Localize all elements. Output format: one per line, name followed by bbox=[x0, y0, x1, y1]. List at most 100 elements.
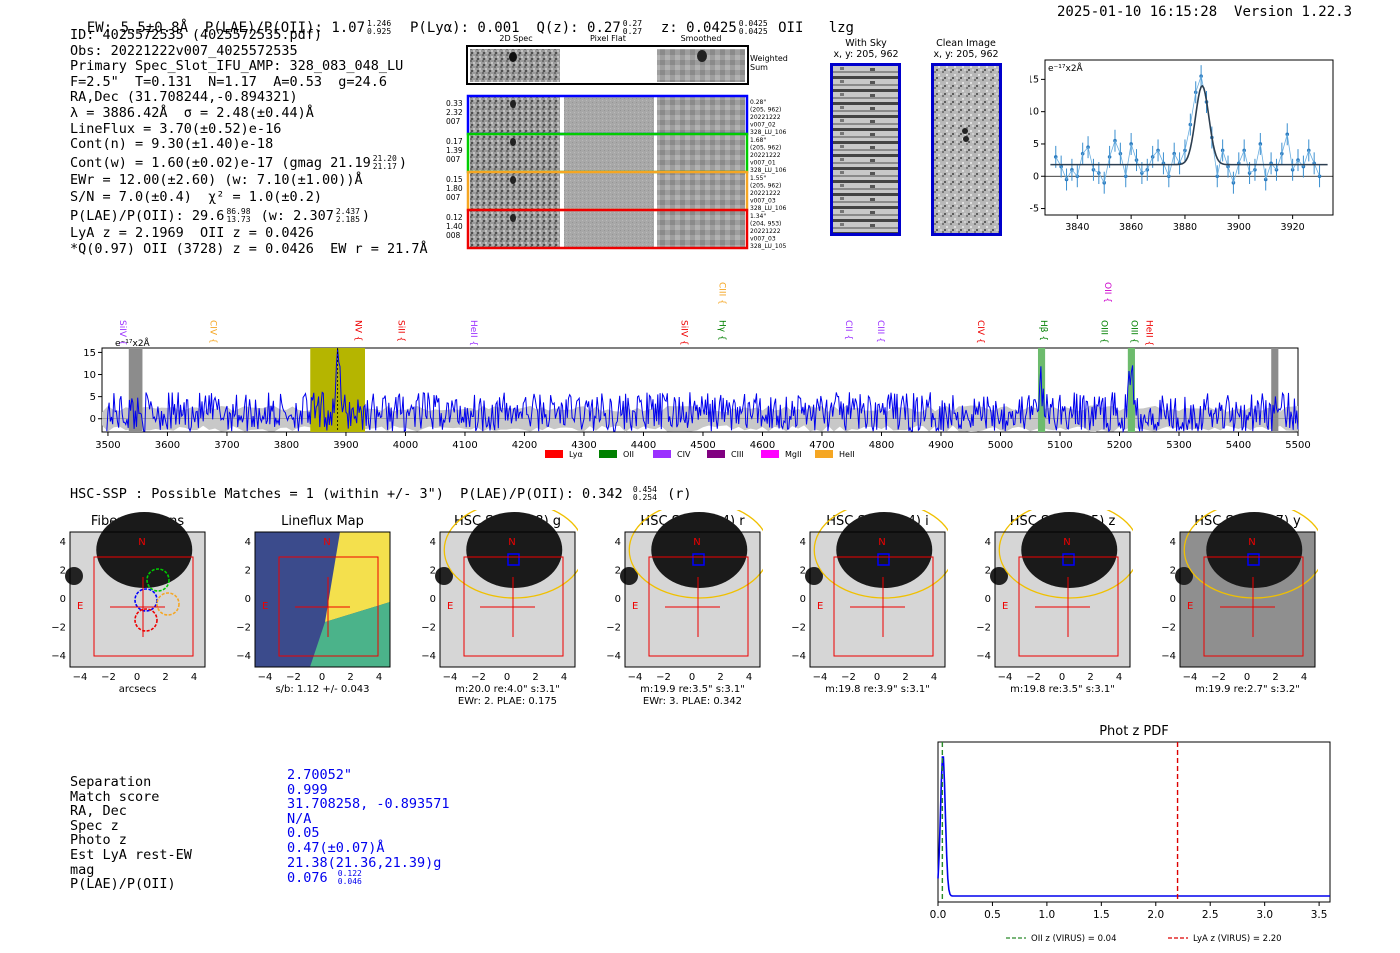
full-line-marker bbox=[1127, 348, 1135, 432]
spec-row-right-label: 328_LU_106 bbox=[750, 167, 787, 174]
cutout-x-tick-label: −2 bbox=[471, 672, 486, 683]
zoom-units: e⁻¹⁷x2Å bbox=[1048, 62, 1084, 74]
match-marker bbox=[1247, 553, 1260, 566]
header-z-line: OII bbox=[778, 20, 804, 36]
sky-coords: x, y: 205, 962 bbox=[833, 49, 899, 60]
table-label: RA, Dec bbox=[70, 803, 127, 820]
spec-row-left-label: 1.39 bbox=[446, 146, 463, 155]
cutout-frame bbox=[624, 531, 761, 668]
full-x-tick-label: 4600 bbox=[750, 440, 775, 451]
cutout-galaxy bbox=[466, 512, 563, 588]
lineflux-mid bbox=[310, 602, 390, 667]
cutout-x-tick-label: 2 bbox=[717, 672, 723, 683]
compass-north: N bbox=[693, 537, 700, 548]
cutout-x-tick-label: 0 bbox=[1059, 672, 1065, 683]
legend-label: MgII bbox=[785, 450, 802, 459]
full-x-tick-label: 4900 bbox=[928, 440, 953, 451]
table-value: 21.38(21.36,21.39)g bbox=[287, 854, 442, 871]
spec-row-left-label: 0.12 bbox=[446, 213, 463, 222]
cutout-y-tick-label: 0 bbox=[800, 594, 806, 605]
cutout-y-tick-label: 4 bbox=[1170, 537, 1176, 548]
info-ewr: EWr = 12.00(±2.60) (w: 7.10(±1.00))Å bbox=[70, 171, 363, 188]
emission-line-label: OIII { bbox=[1099, 320, 1109, 344]
header-plya: P(Lyα): 0.001 bbox=[410, 20, 520, 36]
spec-row-feature bbox=[510, 100, 516, 108]
cutout-title: Lineflux Map bbox=[281, 514, 364, 529]
spec-row-left-label: 1.80 bbox=[446, 184, 463, 193]
full-mask-band bbox=[1271, 348, 1279, 432]
cutout-galaxy bbox=[1206, 512, 1303, 588]
cutout-neighbor bbox=[65, 567, 83, 585]
emission-line-label: CIV { bbox=[207, 320, 217, 344]
legend-label: CIII bbox=[731, 450, 744, 459]
cutout-y-tick-label: 0 bbox=[60, 594, 66, 605]
cutout-frame bbox=[254, 531, 391, 668]
cutout-x-tick-label: 2 bbox=[1087, 672, 1093, 683]
zoom-x-tick-label: 3900 bbox=[1227, 222, 1251, 233]
emission-line-label: Hβ { bbox=[1038, 320, 1048, 341]
clean-feature bbox=[963, 136, 969, 142]
cutout-caption: arcsecs bbox=[119, 684, 157, 695]
legend-swatch bbox=[761, 450, 779, 458]
spec-row-left-label: 008 bbox=[446, 231, 461, 240]
info-fwhm: F=2.5" T=0.131 N=1.17 A=0.53 g=24.6 bbox=[70, 73, 387, 90]
full-x-tick-label: 5100 bbox=[1047, 440, 1072, 451]
emission-line-label: HeII { bbox=[1143, 320, 1153, 346]
table-value: 0.076 0.122 0.046 bbox=[287, 869, 362, 887]
cutout-x-tick-label: 4 bbox=[1116, 672, 1122, 683]
hsc-title: HSC-SSP : Possible Matches = 1 (within +… bbox=[70, 485, 692, 503]
legend-swatch bbox=[653, 450, 671, 458]
cutout-frame bbox=[439, 531, 576, 668]
cutout-y-tick-label: 0 bbox=[615, 594, 621, 605]
compass-east: E bbox=[77, 601, 83, 612]
cutout-y-tick-label: 4 bbox=[245, 537, 251, 548]
zoom-x-tick-label: 3880 bbox=[1173, 222, 1197, 233]
header-qz-label: Q(z): bbox=[536, 20, 579, 36]
emission-line-label: SiII { bbox=[395, 320, 405, 342]
spec-row-left-label: 2.32 bbox=[446, 108, 463, 117]
pdf-x-tick-label: 3.5 bbox=[1311, 909, 1328, 921]
pdf-x-tick-label: 1.5 bbox=[1093, 909, 1110, 921]
emission-line-label: Hγ { bbox=[717, 320, 727, 341]
compass-east: E bbox=[632, 601, 638, 612]
cutout-y-tick-label: −2 bbox=[1161, 623, 1176, 634]
full-x-tick-label: 4800 bbox=[869, 440, 894, 451]
spec-row-right-label: 328_LU_106 bbox=[750, 205, 787, 212]
full-spectrum: SiIV {CIV {NV {SiII {HeII {SiIV {CIII {H… bbox=[83, 282, 1310, 459]
cutout-caption: m:19.8 re:3.5" s:3.1" bbox=[1010, 684, 1115, 695]
compass-east: E bbox=[1002, 601, 1008, 612]
header-qz-value: 0.27 bbox=[587, 20, 621, 36]
sky-header: With Sky x, y: 205, 962 bbox=[831, 38, 901, 60]
info-radec: RA,Dec (31.708244,-0.894321) bbox=[70, 89, 298, 106]
emission-line-label: CIV { bbox=[975, 320, 985, 344]
aperture-ellipse bbox=[1183, 510, 1318, 599]
spec-row-right-label: v007_03 bbox=[750, 236, 776, 243]
cutout-y-tick-label: −2 bbox=[606, 623, 621, 634]
cutout-x-tick-label: −4 bbox=[628, 672, 643, 683]
spec-row-feature bbox=[510, 138, 516, 146]
cutout-y-tick-label: −2 bbox=[791, 623, 806, 634]
spec-row-smoothed bbox=[657, 97, 745, 133]
cutout-x-tick-label: 4 bbox=[191, 672, 197, 683]
cutout-y-tick-label: −4 bbox=[606, 651, 621, 662]
pdf-x-tick-label: 2.5 bbox=[1202, 909, 1219, 921]
zoom-data-line bbox=[1055, 74, 1320, 185]
col-title-2dspec: 2D Spec bbox=[499, 34, 532, 43]
info-id: ID: 4025572535 (4025572535.pdf) bbox=[70, 27, 322, 43]
spec-row-right-label: 1.55" bbox=[750, 175, 766, 182]
zoom-plot: 3840 3860 3880 3900 3920 -5 0 5 10 15 bbox=[1030, 59, 1334, 233]
full-y-tick-label: 10 bbox=[83, 370, 96, 381]
spec-row-left-label: 007 bbox=[446, 193, 461, 202]
spec-row-right-label: 20221222 bbox=[750, 114, 781, 121]
full-x-tick-label: 3500 bbox=[95, 440, 120, 451]
full-y-tick-label: 0 bbox=[90, 414, 96, 425]
cutout-y-tick-label: −4 bbox=[791, 651, 806, 662]
cutout-y-tick-label: −4 bbox=[1161, 651, 1176, 662]
spec-row-feature bbox=[510, 214, 516, 222]
full-x-tick-label: 4700 bbox=[809, 440, 834, 451]
